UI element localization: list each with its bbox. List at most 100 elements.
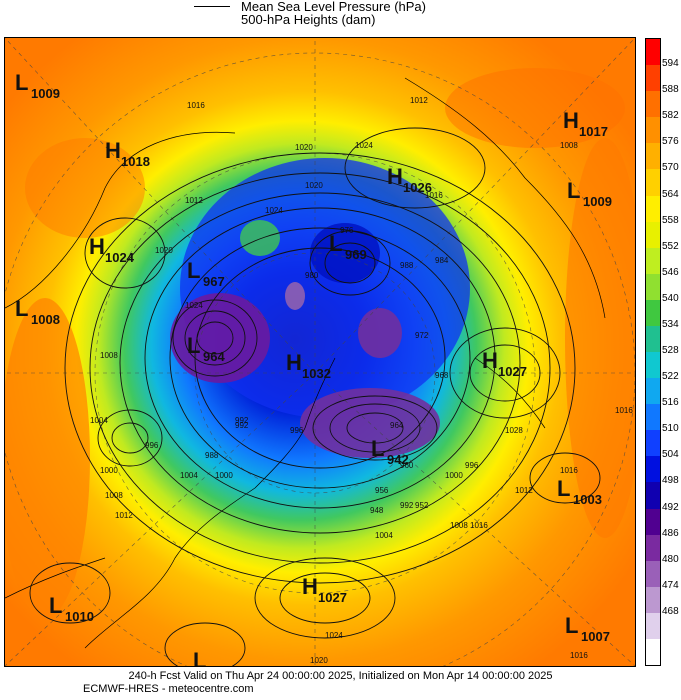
- isobar-label: 1028: [505, 426, 523, 435]
- low-pressure-center: L 1008: [15, 296, 60, 327]
- center-pressure-value: 1010: [65, 609, 94, 624]
- heights-legend-label: 500-hPa Heights (dam): [241, 12, 376, 27]
- isobar: [97, 409, 163, 467]
- forecast-valid-time: 240-h Fcst Valid on Thu Apr 24 00:00:00 …: [128, 670, 553, 682]
- isobar-label: 1012: [115, 511, 133, 520]
- low-pressure-center: L 1009: [15, 70, 60, 101]
- colorbar-cell: [646, 221, 660, 249]
- isobar-label: 980: [305, 271, 319, 280]
- center-letter: L: [49, 593, 62, 618]
- isobars: [29, 127, 601, 666]
- height-field-region: [285, 282, 305, 310]
- height-field-region: [565, 138, 635, 538]
- isobar: [89, 172, 551, 564]
- center-letter: H: [89, 234, 105, 259]
- isobar-label: 968: [435, 371, 449, 380]
- center-letter: L: [15, 70, 28, 95]
- center-letter: H: [482, 348, 498, 373]
- isobar: [196, 321, 234, 355]
- colorbar-cell: [646, 482, 660, 509]
- center-pressure-value: 1018: [121, 154, 150, 169]
- isobar: [344, 127, 486, 209]
- isobar-label: 972: [415, 331, 429, 340]
- colorbar-tick-label: 540: [662, 292, 679, 304]
- colorbar-tick-label: 468: [662, 605, 679, 617]
- meridian: [314, 38, 635, 374]
- center-letter: L: [193, 648, 206, 666]
- colorbar-tick-label: 558: [662, 214, 679, 226]
- isobar-label: 1000: [100, 466, 118, 475]
- isobar-label: 1016: [425, 191, 443, 200]
- isobar-label: 964: [390, 421, 404, 430]
- isobar-label: 1020: [310, 656, 328, 665]
- low-pressure-center: L 942: [371, 436, 409, 467]
- high-pressure-center: H 1018: [105, 138, 150, 169]
- center-pressure-value: 967: [203, 274, 225, 289]
- isobar: [312, 395, 438, 461]
- colorbar-tick-label: 492: [662, 501, 679, 513]
- isobar: [449, 327, 561, 419]
- isobar-label: 1008: [105, 491, 123, 500]
- isobar-label: 1024: [325, 631, 343, 640]
- colorbar-tick-label: 552: [662, 240, 679, 252]
- colorbar-tick-label: 594: [662, 58, 679, 70]
- colorbar-tick-label: 474: [662, 579, 679, 591]
- center-letter: L: [565, 613, 578, 638]
- height-field-region: [445, 68, 625, 148]
- colorbar-cell: [646, 352, 660, 379]
- center-letter: H: [563, 108, 579, 133]
- colorbar-tick-label: 510: [662, 423, 679, 435]
- colorbar-cell: [646, 273, 660, 301]
- isobar: [119, 192, 521, 534]
- center-pressure-value: 1009: [583, 194, 612, 209]
- isobar: [64, 152, 576, 584]
- colorbar-tick-label: 570: [662, 162, 679, 174]
- colorbar-tick-label: 504: [662, 449, 679, 461]
- colorbar-tick-label: 480: [662, 553, 679, 565]
- isobar-label: 976: [340, 226, 354, 235]
- meridian: [314, 372, 635, 666]
- colorbar-tick-label: 522: [662, 371, 679, 383]
- center-letter: H: [387, 164, 403, 189]
- colorbar-cell: [646, 534, 660, 562]
- isobar-label: 1004: [90, 416, 108, 425]
- colorbar-cell: [646, 143, 660, 170]
- center-letter: L: [557, 476, 570, 501]
- isobar-label: 952: [415, 501, 429, 510]
- low-pressure-center: L 1009: [567, 178, 612, 209]
- mslp-legend-label: Mean Sea Level Pressure (hPa): [241, 0, 426, 14]
- isobar: [346, 412, 404, 444]
- colorbar-cell: [646, 508, 660, 536]
- isobar-label: 992: [400, 501, 414, 510]
- isobar-label: 1016: [560, 466, 578, 475]
- colorbar-tick-label: 534: [662, 318, 679, 330]
- isobar-label: 1024: [185, 301, 203, 310]
- height-field-region: [25, 138, 145, 238]
- center-pressure-value: 1007: [581, 629, 610, 644]
- height-field-region: [358, 308, 402, 358]
- high-pressure-center: H 1024: [89, 234, 135, 265]
- center-letter: L: [187, 258, 200, 283]
- center-letter: L: [371, 436, 384, 461]
- isobar-label: 1016: [187, 101, 205, 110]
- colorbar-tick-label: 576: [662, 136, 679, 148]
- isobar-label: 984: [435, 256, 449, 265]
- colorbar-tick-label: 498: [662, 475, 679, 487]
- isobar: [84, 217, 166, 289]
- colorbar-cell: [646, 430, 660, 457]
- isobar-label: 1008: [100, 351, 118, 360]
- isobar: [184, 310, 246, 366]
- isobar-label: 1020: [155, 246, 173, 255]
- colorbar-cell: [646, 169, 660, 196]
- isobar: [324, 242, 376, 284]
- center-pressure-value: 1003: [573, 492, 602, 507]
- colorbar-cell: [646, 378, 660, 405]
- coastline: [474, 357, 546, 429]
- isobar-label: 1008: [450, 521, 468, 530]
- isobar-label: 996: [465, 461, 479, 470]
- center-pressure-value: 1009: [31, 86, 60, 101]
